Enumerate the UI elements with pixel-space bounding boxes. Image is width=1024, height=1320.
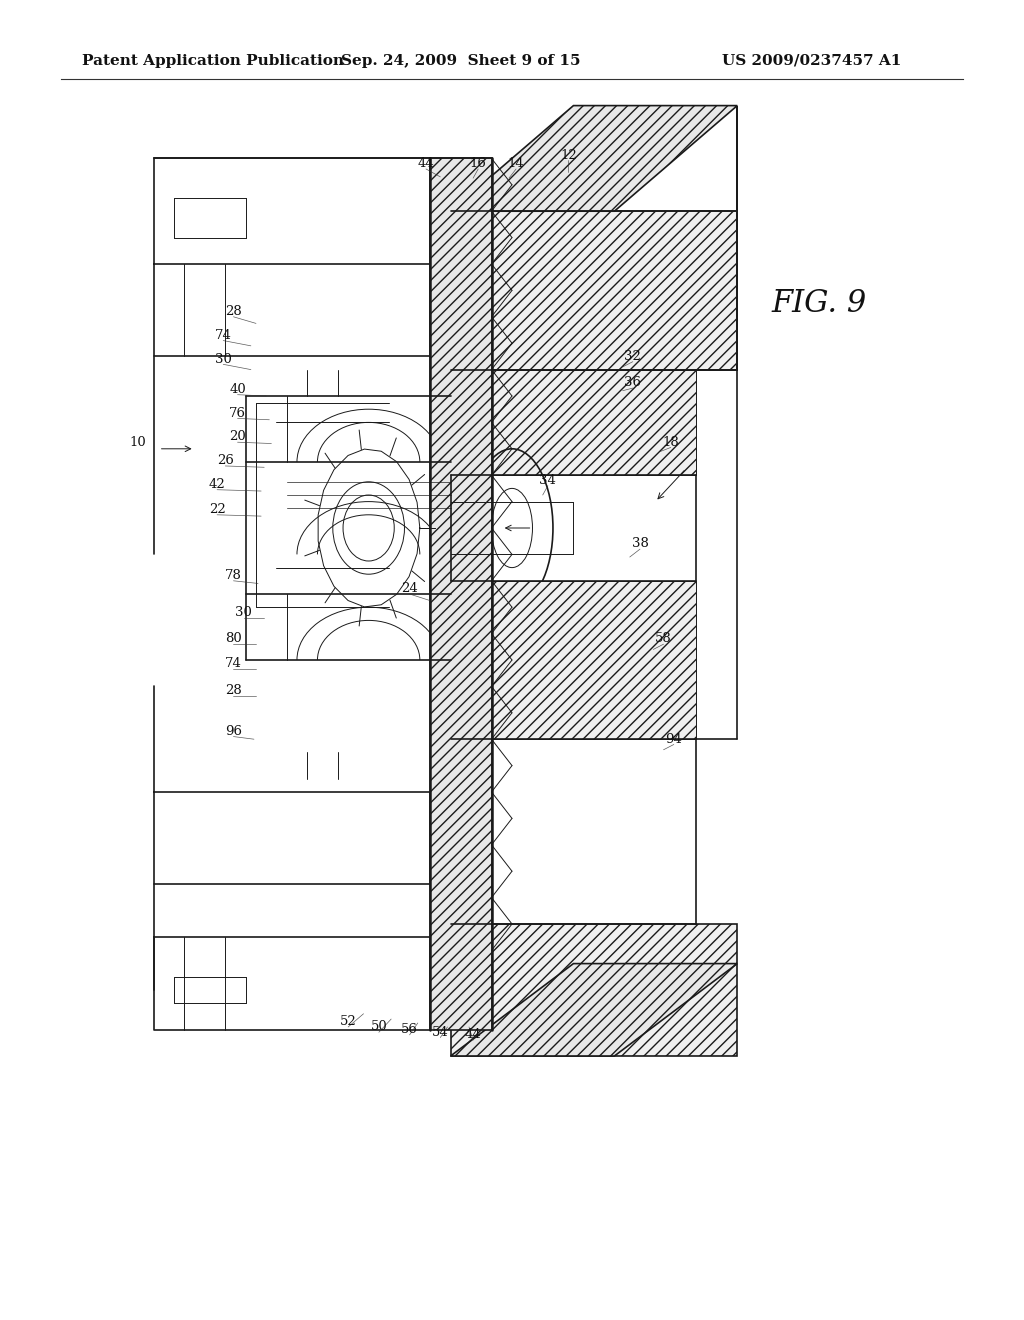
Text: 40: 40 — [229, 383, 246, 396]
Text: 56: 56 — [401, 1023, 418, 1036]
Text: 28: 28 — [225, 305, 242, 318]
Text: 26: 26 — [217, 454, 233, 467]
Text: 22: 22 — [209, 503, 225, 516]
Text: 34: 34 — [540, 474, 556, 487]
Text: 54: 54 — [432, 1026, 449, 1039]
Text: 14: 14 — [508, 157, 524, 170]
Text: FIG. 9: FIG. 9 — [771, 288, 867, 319]
Ellipse shape — [492, 488, 532, 568]
Text: 10: 10 — [130, 436, 146, 449]
Text: US 2009/0237457 A1: US 2009/0237457 A1 — [722, 54, 901, 67]
Text: Patent Application Publication: Patent Application Publication — [82, 54, 344, 67]
Text: 74: 74 — [215, 329, 231, 342]
Text: 96: 96 — [225, 725, 242, 738]
Polygon shape — [451, 924, 737, 1056]
Text: 76: 76 — [229, 407, 246, 420]
Text: 12: 12 — [560, 149, 577, 162]
Polygon shape — [451, 106, 737, 211]
Polygon shape — [451, 370, 696, 475]
Text: 44: 44 — [418, 157, 434, 170]
Text: 42: 42 — [209, 478, 225, 491]
Text: Sep. 24, 2009  Sheet 9 of 15: Sep. 24, 2009 Sheet 9 of 15 — [341, 54, 581, 67]
Text: 44: 44 — [465, 1028, 481, 1041]
Text: 58: 58 — [655, 632, 672, 645]
Text: 52: 52 — [340, 1015, 356, 1028]
Text: 18: 18 — [663, 436, 679, 449]
Polygon shape — [451, 581, 696, 739]
Polygon shape — [154, 937, 430, 1030]
Text: 24: 24 — [401, 582, 418, 595]
Text: 50: 50 — [371, 1020, 387, 1034]
Polygon shape — [451, 211, 737, 370]
Text: 30: 30 — [236, 606, 252, 619]
Polygon shape — [430, 158, 492, 1030]
Text: 20: 20 — [229, 430, 246, 444]
Polygon shape — [451, 964, 737, 1056]
Text: 32: 32 — [625, 350, 641, 363]
Text: 16: 16 — [470, 157, 486, 170]
Text: 38: 38 — [632, 537, 648, 550]
Text: 30: 30 — [215, 352, 231, 366]
Text: 94: 94 — [666, 733, 682, 746]
Text: 28: 28 — [225, 684, 242, 697]
Polygon shape — [154, 264, 430, 356]
Text: 80: 80 — [225, 632, 242, 645]
Text: 36: 36 — [625, 376, 641, 389]
Text: 78: 78 — [225, 569, 242, 582]
Text: 74: 74 — [225, 657, 242, 671]
Polygon shape — [154, 792, 430, 884]
